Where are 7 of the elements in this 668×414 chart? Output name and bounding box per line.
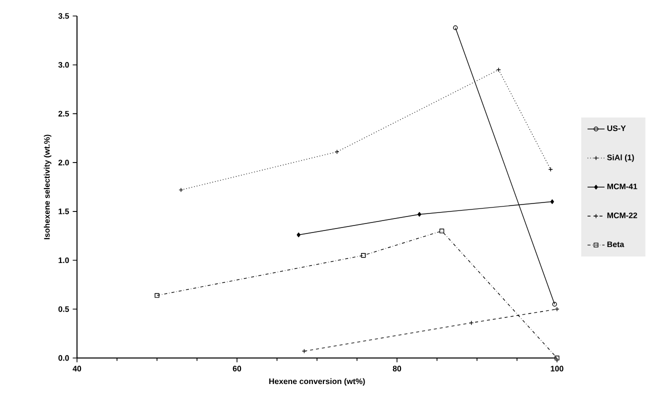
point [296,232,300,238]
point [418,212,422,217]
point [154,293,160,298]
point [550,199,554,204]
point [439,228,444,234]
point [361,253,366,258]
point [554,356,560,360]
